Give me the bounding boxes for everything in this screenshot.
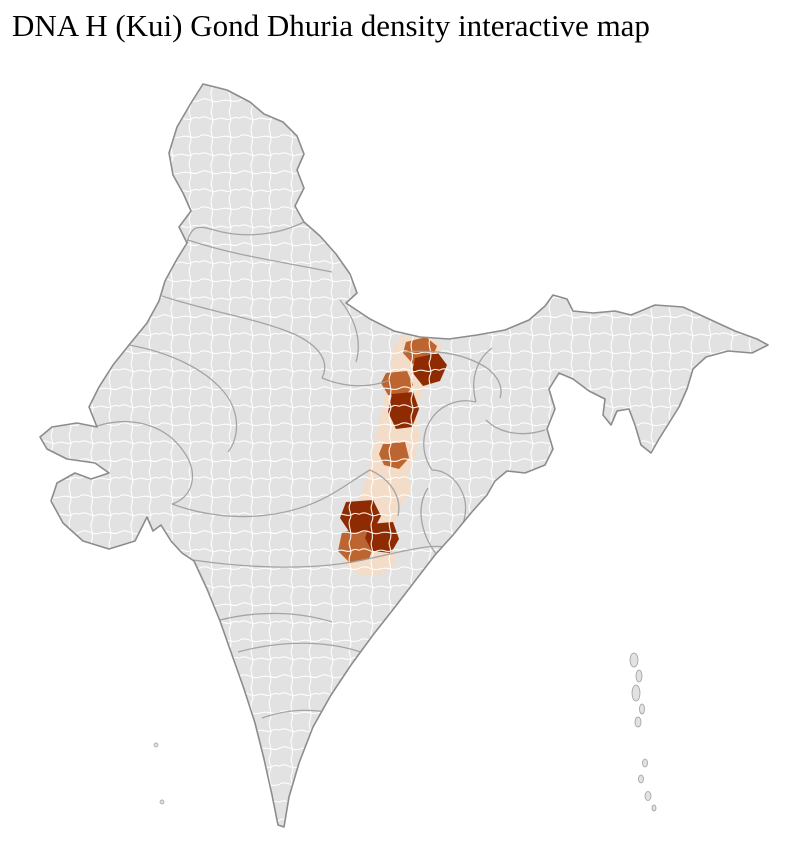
state-border xyxy=(96,421,194,505)
island[interactable] xyxy=(635,669,643,683)
india-outline xyxy=(39,83,769,828)
island[interactable] xyxy=(634,716,642,728)
island[interactable] xyxy=(642,758,648,768)
state-border xyxy=(420,487,437,555)
state-border xyxy=(321,377,391,387)
island[interactable] xyxy=(629,652,639,668)
island[interactable] xyxy=(153,742,159,748)
state-border xyxy=(186,221,305,244)
district-mesh-fill xyxy=(40,84,768,827)
state-border xyxy=(219,612,333,623)
island[interactable] xyxy=(631,684,641,702)
lakshadweep-islands[interactable] xyxy=(153,742,165,805)
state-border xyxy=(171,469,371,518)
island[interactable] xyxy=(638,774,644,784)
island[interactable] xyxy=(651,804,657,812)
state-border xyxy=(473,347,493,403)
state-border xyxy=(187,239,333,273)
page-title: DNA H (Kui) Gond Dhuria density interact… xyxy=(12,8,650,43)
island[interactable] xyxy=(644,791,652,801)
district-boundaries-layer xyxy=(40,84,768,827)
state-border xyxy=(128,344,238,453)
state-border xyxy=(339,299,359,363)
state-border xyxy=(423,400,477,471)
state-border xyxy=(192,545,451,568)
state-border xyxy=(485,419,546,435)
andaman-nicobar-islands[interactable] xyxy=(629,652,657,812)
state-border xyxy=(161,295,326,379)
state-boundaries-layer xyxy=(96,221,546,725)
island[interactable] xyxy=(639,703,645,715)
state-border xyxy=(403,350,502,399)
island[interactable] xyxy=(159,799,165,805)
state-border xyxy=(237,642,367,655)
state-border xyxy=(369,469,400,517)
